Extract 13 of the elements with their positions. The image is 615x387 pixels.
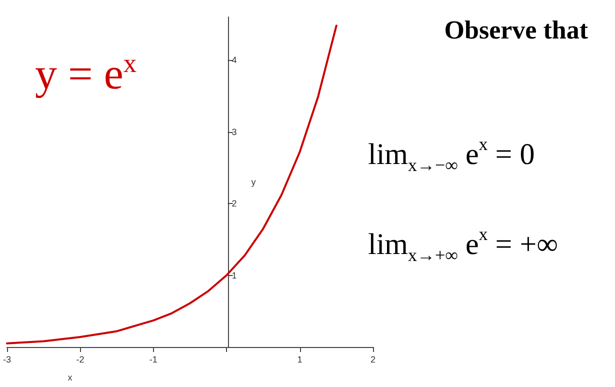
x-tick-label: 2 (370, 354, 376, 364)
y-tick-label: 2 (232, 198, 237, 209)
line-series (6, 24, 338, 344)
x-tick-label: -1 (149, 354, 158, 364)
x-tick-label: -3 (2, 354, 12, 364)
x-axis-title: x (68, 372, 73, 382)
y-tick-label: 4 (232, 55, 237, 66)
y-axis-title: y (251, 177, 256, 187)
x-tick-label: 1 (297, 354, 302, 364)
y-tick-label: 1 (232, 270, 237, 280)
x-tick-label: -2 (76, 354, 84, 364)
text: Observe that (444, 16, 588, 44)
y-tick-label: 3 (232, 126, 237, 137)
